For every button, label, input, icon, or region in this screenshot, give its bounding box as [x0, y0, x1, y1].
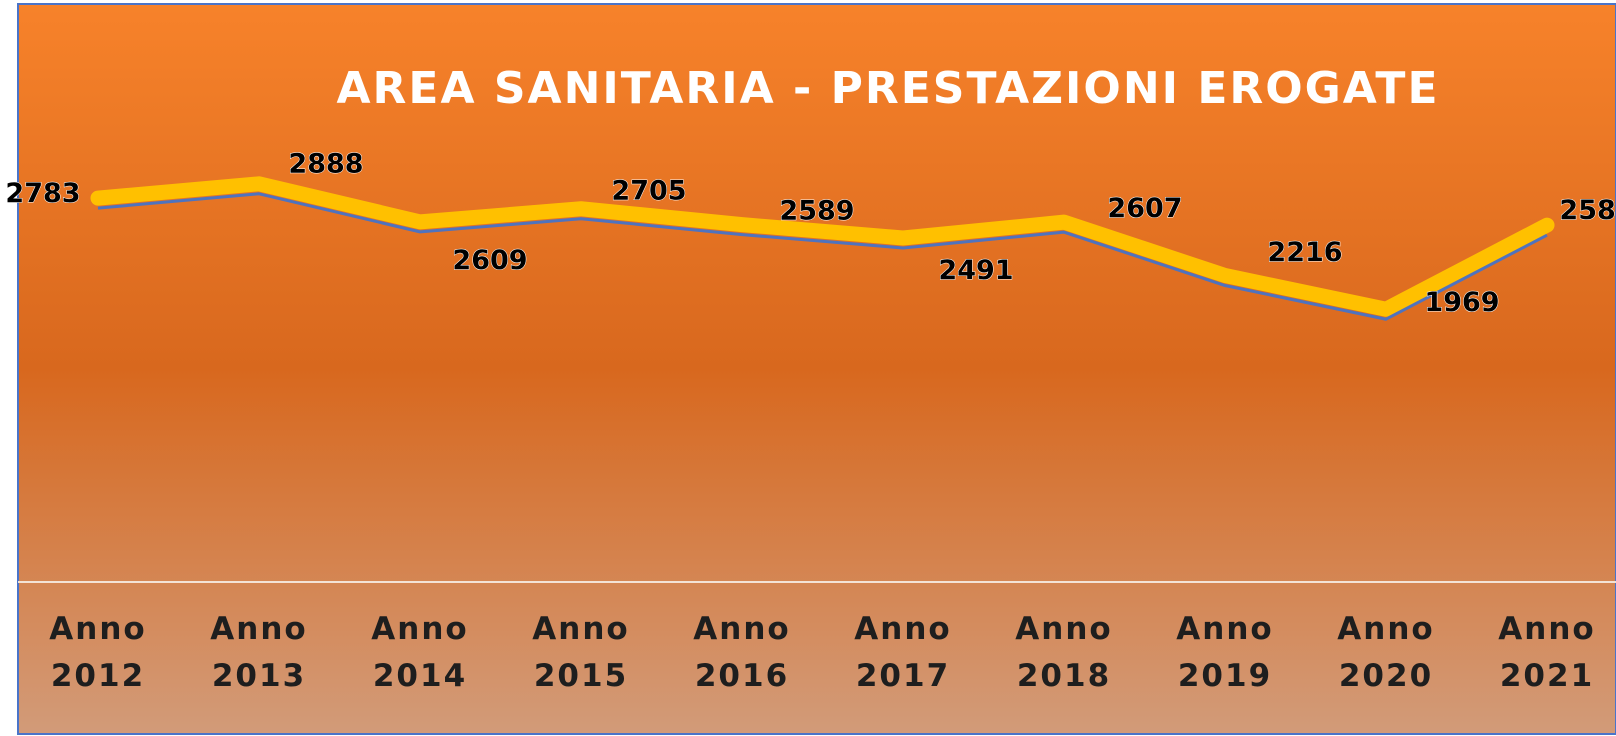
- data-label: 2705: [611, 175, 686, 206]
- line-glow: [90, 176, 1555, 317]
- data-label: 2783: [5, 178, 80, 209]
- x-tick-label: Anno 2018: [1015, 611, 1113, 694]
- chart-title: AREA SANITARIA - PRESTAZIONI EROGATE: [336, 63, 1439, 114]
- data-label: 2216: [1267, 237, 1342, 268]
- x-tick-label: Anno 2019: [1176, 611, 1274, 694]
- data-label: 2607: [1107, 193, 1182, 224]
- line: [97, 192, 1548, 321]
- data-label: 2585: [1559, 195, 1616, 226]
- x-tick-label: Anno 2013: [210, 611, 308, 694]
- data-label: 2589: [779, 195, 854, 226]
- x-tick-label: Anno 2020: [1337, 611, 1435, 694]
- background: [17, 3, 1616, 735]
- data-label: 2609: [452, 245, 527, 276]
- x-tick-label: Anno 2016: [693, 611, 791, 694]
- x-tick-label: Anno 2017: [854, 611, 952, 694]
- x-tick-label: Anno 2015: [532, 611, 630, 694]
- data-label: 2491: [938, 255, 1013, 286]
- x-tick-label: Anno 2012: [49, 611, 147, 694]
- x-tick-label: Anno 2014: [371, 611, 469, 694]
- data-label: 1969: [1424, 287, 1499, 318]
- data-label: 2888: [288, 148, 363, 179]
- x-tick-label: Anno 2021: [1498, 611, 1596, 694]
